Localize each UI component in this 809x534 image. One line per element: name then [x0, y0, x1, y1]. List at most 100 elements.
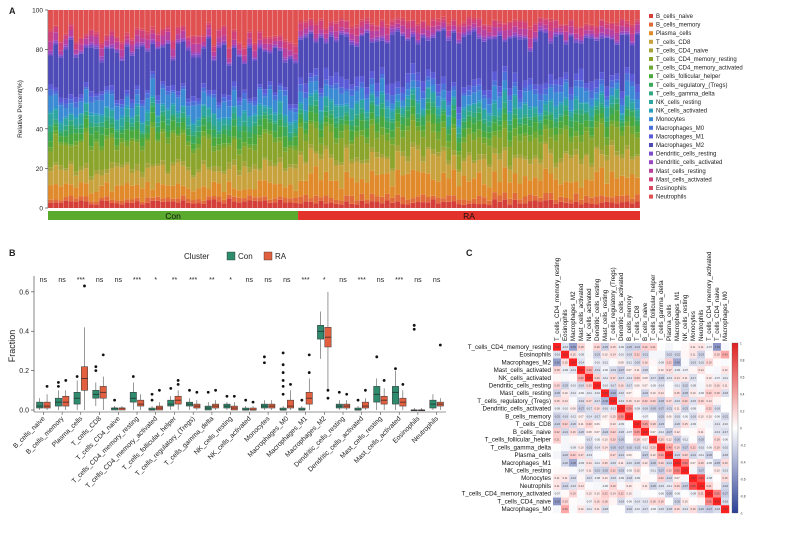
bar-segment: [94, 10, 99, 32]
cell-value: -0.25: [714, 461, 720, 465]
bar-segment: [145, 98, 150, 111]
bar-segment: [134, 129, 140, 140]
bar-segment: [349, 95, 355, 109]
cell-value: -0.09: [578, 461, 584, 465]
bar-segment: [313, 151, 319, 154]
bar-segment: [170, 165, 176, 186]
bar-segment: [257, 115, 263, 120]
bar-segment: [298, 196, 304, 204]
cell-value: 0.22: [570, 453, 576, 457]
bar-segment: [185, 145, 191, 168]
bar-segment: [145, 112, 150, 121]
heatmap-cell: [705, 420, 714, 429]
heatmap-cell: [681, 489, 690, 498]
bar-segment: [410, 20, 416, 28]
bar-segment: [451, 124, 457, 129]
heatmap-cell: [561, 435, 570, 444]
scale-tick-label: 0.6: [740, 376, 745, 380]
bar-segment: [175, 122, 181, 127]
bar-segment: [527, 78, 533, 85]
cell-value: 0.45: [634, 430, 640, 434]
bar-segment: [318, 110, 324, 112]
bar-segment: [548, 199, 554, 208]
bar-segment: [629, 203, 635, 208]
bar-segment: [277, 86, 283, 91]
bar-segment: [226, 65, 232, 96]
cell-value: 0.11: [723, 384, 728, 388]
bar-segment: [53, 123, 59, 127]
bar-segment: [384, 24, 390, 28]
bar-segment: [629, 159, 635, 175]
bar-segment: [206, 35, 212, 38]
bar-segment: [354, 86, 360, 92]
bar-segment: [436, 181, 441, 198]
bar-segment: [492, 19, 497, 21]
cell-value: -0.27: [682, 445, 688, 449]
bar-segment: [63, 130, 69, 137]
bar-segment: [538, 115, 543, 121]
cell-value: -0.50: [570, 345, 576, 349]
bar-segment: [323, 29, 329, 34]
bar-segment: [308, 31, 314, 34]
bar-segment: [619, 31, 625, 34]
bar-segment: [629, 24, 635, 27]
bar-segment: [196, 172, 201, 189]
bar-segment: [73, 201, 79, 208]
bar-segment: [629, 174, 635, 199]
bar-segment: [354, 45, 360, 47]
bar-segment: [599, 195, 605, 203]
bar-segment: [170, 130, 176, 134]
cell-value: -0.24: [642, 391, 648, 395]
cell-value: 1.00: [586, 376, 592, 380]
bar-segment: [624, 80, 630, 96]
bar-segment: [609, 140, 615, 146]
bar-segment: [604, 105, 610, 108]
bar-segment: [175, 159, 181, 163]
bar-segment: [333, 83, 339, 89]
cell-value: -0.21: [666, 407, 672, 411]
bar-segment: [558, 134, 564, 159]
bar-segment: [395, 127, 400, 146]
bar-segment: [487, 26, 492, 33]
bar-segment: [563, 151, 569, 154]
bar-segment: [614, 44, 620, 74]
cell-value: -0.21: [674, 453, 680, 457]
bar-segment: [48, 199, 53, 203]
bar-segment: [395, 29, 400, 32]
bar-segment: [150, 200, 156, 208]
cell-value: 0.14: [602, 445, 608, 449]
bar-segment: [390, 197, 395, 203]
bar-segment: [288, 10, 293, 42]
bar-segment: [635, 125, 640, 133]
bar-segment: [410, 142, 416, 148]
bar-segment: [502, 147, 508, 151]
bar-segment: [226, 117, 232, 121]
cell-value: 0.15: [570, 353, 576, 357]
bar-segment: [262, 10, 268, 37]
legend-swatch-ra: [263, 251, 273, 261]
bar-segment: [578, 39, 584, 41]
bar-segment: [359, 99, 365, 101]
bar-segment: [553, 179, 559, 201]
bar-segment: [492, 122, 497, 132]
bar-segment: [568, 142, 574, 156]
bar-segment: [262, 89, 268, 94]
bar-segment: [415, 23, 421, 26]
bar-segment: [160, 81, 166, 85]
bar-segment: [185, 199, 191, 203]
bar-segment: [481, 95, 487, 99]
bar-segment: [262, 112, 268, 116]
bar-segment: [522, 39, 528, 81]
bar-segment: [379, 116, 385, 128]
bar-segment: [420, 156, 426, 162]
bar-segment: [461, 21, 467, 24]
cell-value: 0.22: [642, 345, 648, 349]
bar-segment: [441, 100, 446, 109]
cell-value: 0.07: [578, 414, 584, 418]
bar-segment: [48, 89, 53, 96]
bar-segment: [257, 125, 263, 136]
cell-value: -0.14: [626, 376, 632, 380]
bar-segment: [543, 10, 548, 19]
bar-segment: [476, 90, 482, 101]
bar-segment: [293, 10, 298, 44]
